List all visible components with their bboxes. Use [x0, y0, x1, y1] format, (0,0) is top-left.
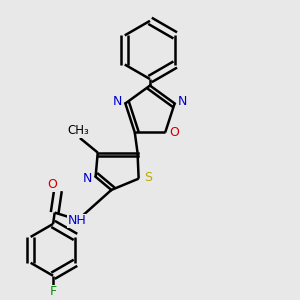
Text: CH₃: CH₃: [68, 124, 89, 137]
Text: S: S: [144, 170, 152, 184]
Text: NH: NH: [68, 214, 87, 227]
Text: N: N: [83, 172, 92, 185]
Text: O: O: [47, 178, 57, 191]
Text: N: N: [112, 95, 122, 108]
Text: N: N: [178, 95, 188, 108]
Text: F: F: [50, 285, 57, 298]
Text: O: O: [169, 126, 179, 139]
